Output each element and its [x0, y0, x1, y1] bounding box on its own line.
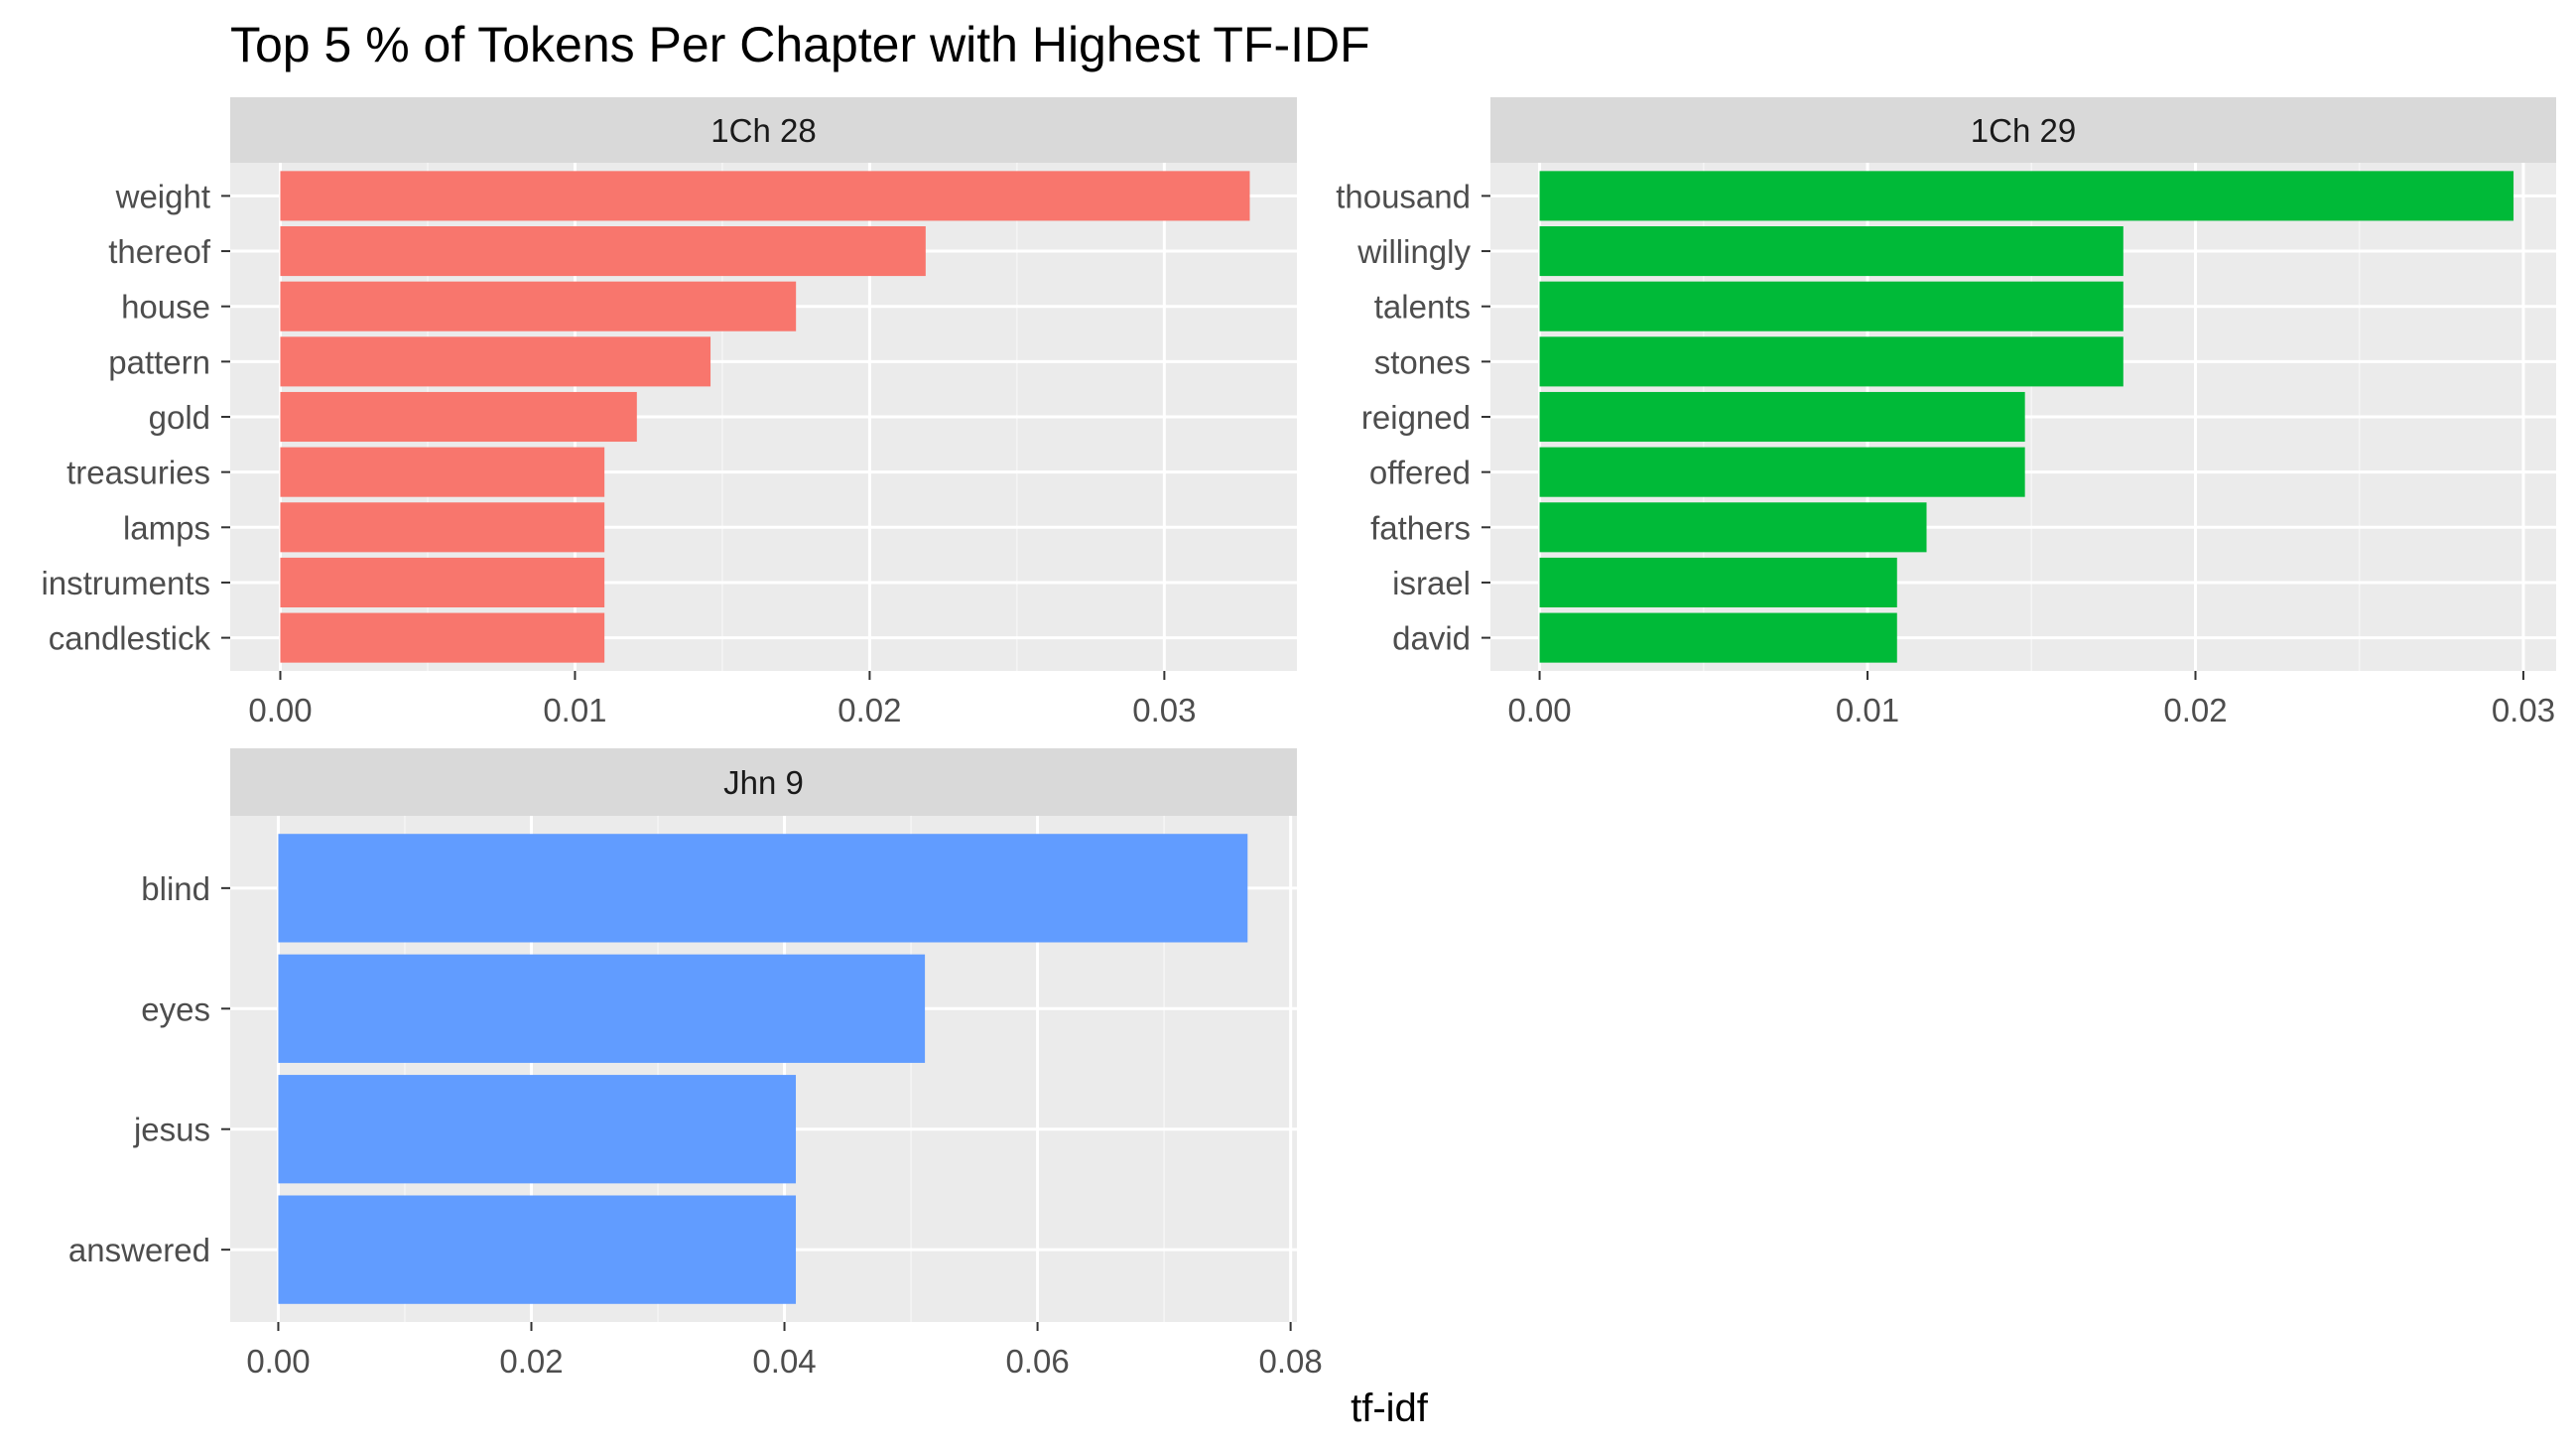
- x-tick-label: 0.03: [1132, 692, 1196, 728]
- y-tick-label: answered: [68, 1232, 210, 1268]
- bar-1ch-29-talents: [1539, 281, 2124, 331]
- bar-1ch-29-willingly: [1539, 226, 2124, 277]
- y-tick-label: gold: [149, 399, 210, 436]
- bar-1ch-28-instruments: [280, 557, 605, 607]
- x-tick-label: 0.01: [1836, 692, 1899, 728]
- x-tick-label: 0.00: [1507, 692, 1571, 728]
- x-tick-label: 0.08: [1259, 1343, 1323, 1380]
- facet-strip-background: [1490, 97, 2556, 163]
- facet-panel-1ch-28: 1Ch 28 weight thereof house pattern gold treas…: [41, 97, 1297, 728]
- bar-1ch-29-reigned: [1539, 391, 2025, 443]
- bar-1ch-29-thousand: [1539, 171, 2514, 221]
- x-tick-label: 0.01: [543, 692, 606, 728]
- x-tick-label: 0.00: [246, 1343, 310, 1380]
- bar-jhn-9-jesus: [278, 1075, 797, 1184]
- bar-1ch-28-candlestick: [280, 612, 605, 663]
- bar-1ch-29-stones: [1539, 336, 2124, 387]
- y-tick-label: weight: [115, 178, 210, 214]
- bar-1ch-28-treasuries: [280, 447, 605, 497]
- y-tick-label: israel: [1392, 565, 1471, 601]
- x-tick-label: 0.04: [752, 1343, 816, 1380]
- y-tick-label: david: [1392, 620, 1471, 657]
- chart-title: Top 5 % of Tokens Per Chapter with Highe…: [230, 17, 1370, 72]
- y-tick-label: treasuries: [66, 455, 210, 491]
- y-tick-label: jesus: [133, 1112, 210, 1148]
- facet-panel-1ch-29: 1Ch 29 thousand willingly talents stones reig…: [1336, 97, 2556, 728]
- bar-1ch-28-weight: [280, 171, 1250, 221]
- y-tick-label: lamps: [123, 509, 210, 546]
- x-tick-label: 0.02: [2163, 692, 2227, 728]
- bar-1ch-29-israel: [1539, 557, 1897, 607]
- y-tick-label: house: [121, 289, 210, 326]
- facet-strip-label: 1Ch 29: [1971, 112, 2076, 149]
- bar-jhn-9-blind: [278, 834, 1248, 943]
- bar-1ch-29-fathers: [1539, 502, 1927, 553]
- y-tick-label: blind: [141, 870, 210, 907]
- x-tick-label: 0.03: [2492, 692, 2555, 728]
- y-tick-label: fathers: [1370, 509, 1471, 546]
- bar-1ch-29-david: [1539, 612, 1897, 663]
- bar-1ch-29-offered: [1539, 447, 2025, 497]
- bar-1ch-28-pattern: [280, 336, 711, 387]
- y-tick-label: instruments: [41, 565, 210, 601]
- y-tick-label: thereof: [108, 233, 211, 270]
- facet-panels: 1Ch 28 weight thereof house pattern gold treas…: [41, 97, 2556, 1380]
- x-tick-label: 0.02: [499, 1343, 563, 1380]
- y-tick-label: eyes: [141, 990, 210, 1027]
- x-tick-label: 0.06: [1005, 1343, 1069, 1380]
- facet-strip-label: 1Ch 28: [710, 112, 816, 149]
- bar-1ch-28-gold: [280, 391, 637, 443]
- bar-1ch-28-house: [280, 281, 797, 331]
- bar-jhn-9-eyes: [278, 954, 926, 1063]
- x-tick-label: 0.02: [837, 692, 901, 728]
- y-tick-label: reigned: [1361, 399, 1471, 436]
- y-tick-label: offered: [1369, 455, 1471, 491]
- y-tick-label: stones: [1374, 343, 1471, 380]
- y-tick-label: pattern: [108, 343, 210, 380]
- x-axis-title: tf-idf: [1351, 1386, 1429, 1430]
- bar-1ch-28-thereof: [280, 226, 926, 277]
- bar-1ch-28-lamps: [280, 502, 605, 553]
- x-tick-label: 0.00: [248, 692, 312, 728]
- y-tick-label: candlestick: [49, 620, 211, 657]
- facet-strip-background: [230, 97, 1297, 163]
- y-tick-label: thousand: [1336, 178, 1471, 214]
- bar-jhn-9-answered: [278, 1195, 797, 1304]
- y-tick-label: talents: [1374, 289, 1471, 326]
- facet-strip-background: [230, 748, 1297, 816]
- y-tick-label: willingly: [1356, 233, 1471, 270]
- facet-strip-label: Jhn 9: [723, 764, 804, 801]
- facet-panel-jhn-9: Jhn 9 blind eyes jesus answered 0.00 0.02 0.04 0…: [68, 748, 1323, 1380]
